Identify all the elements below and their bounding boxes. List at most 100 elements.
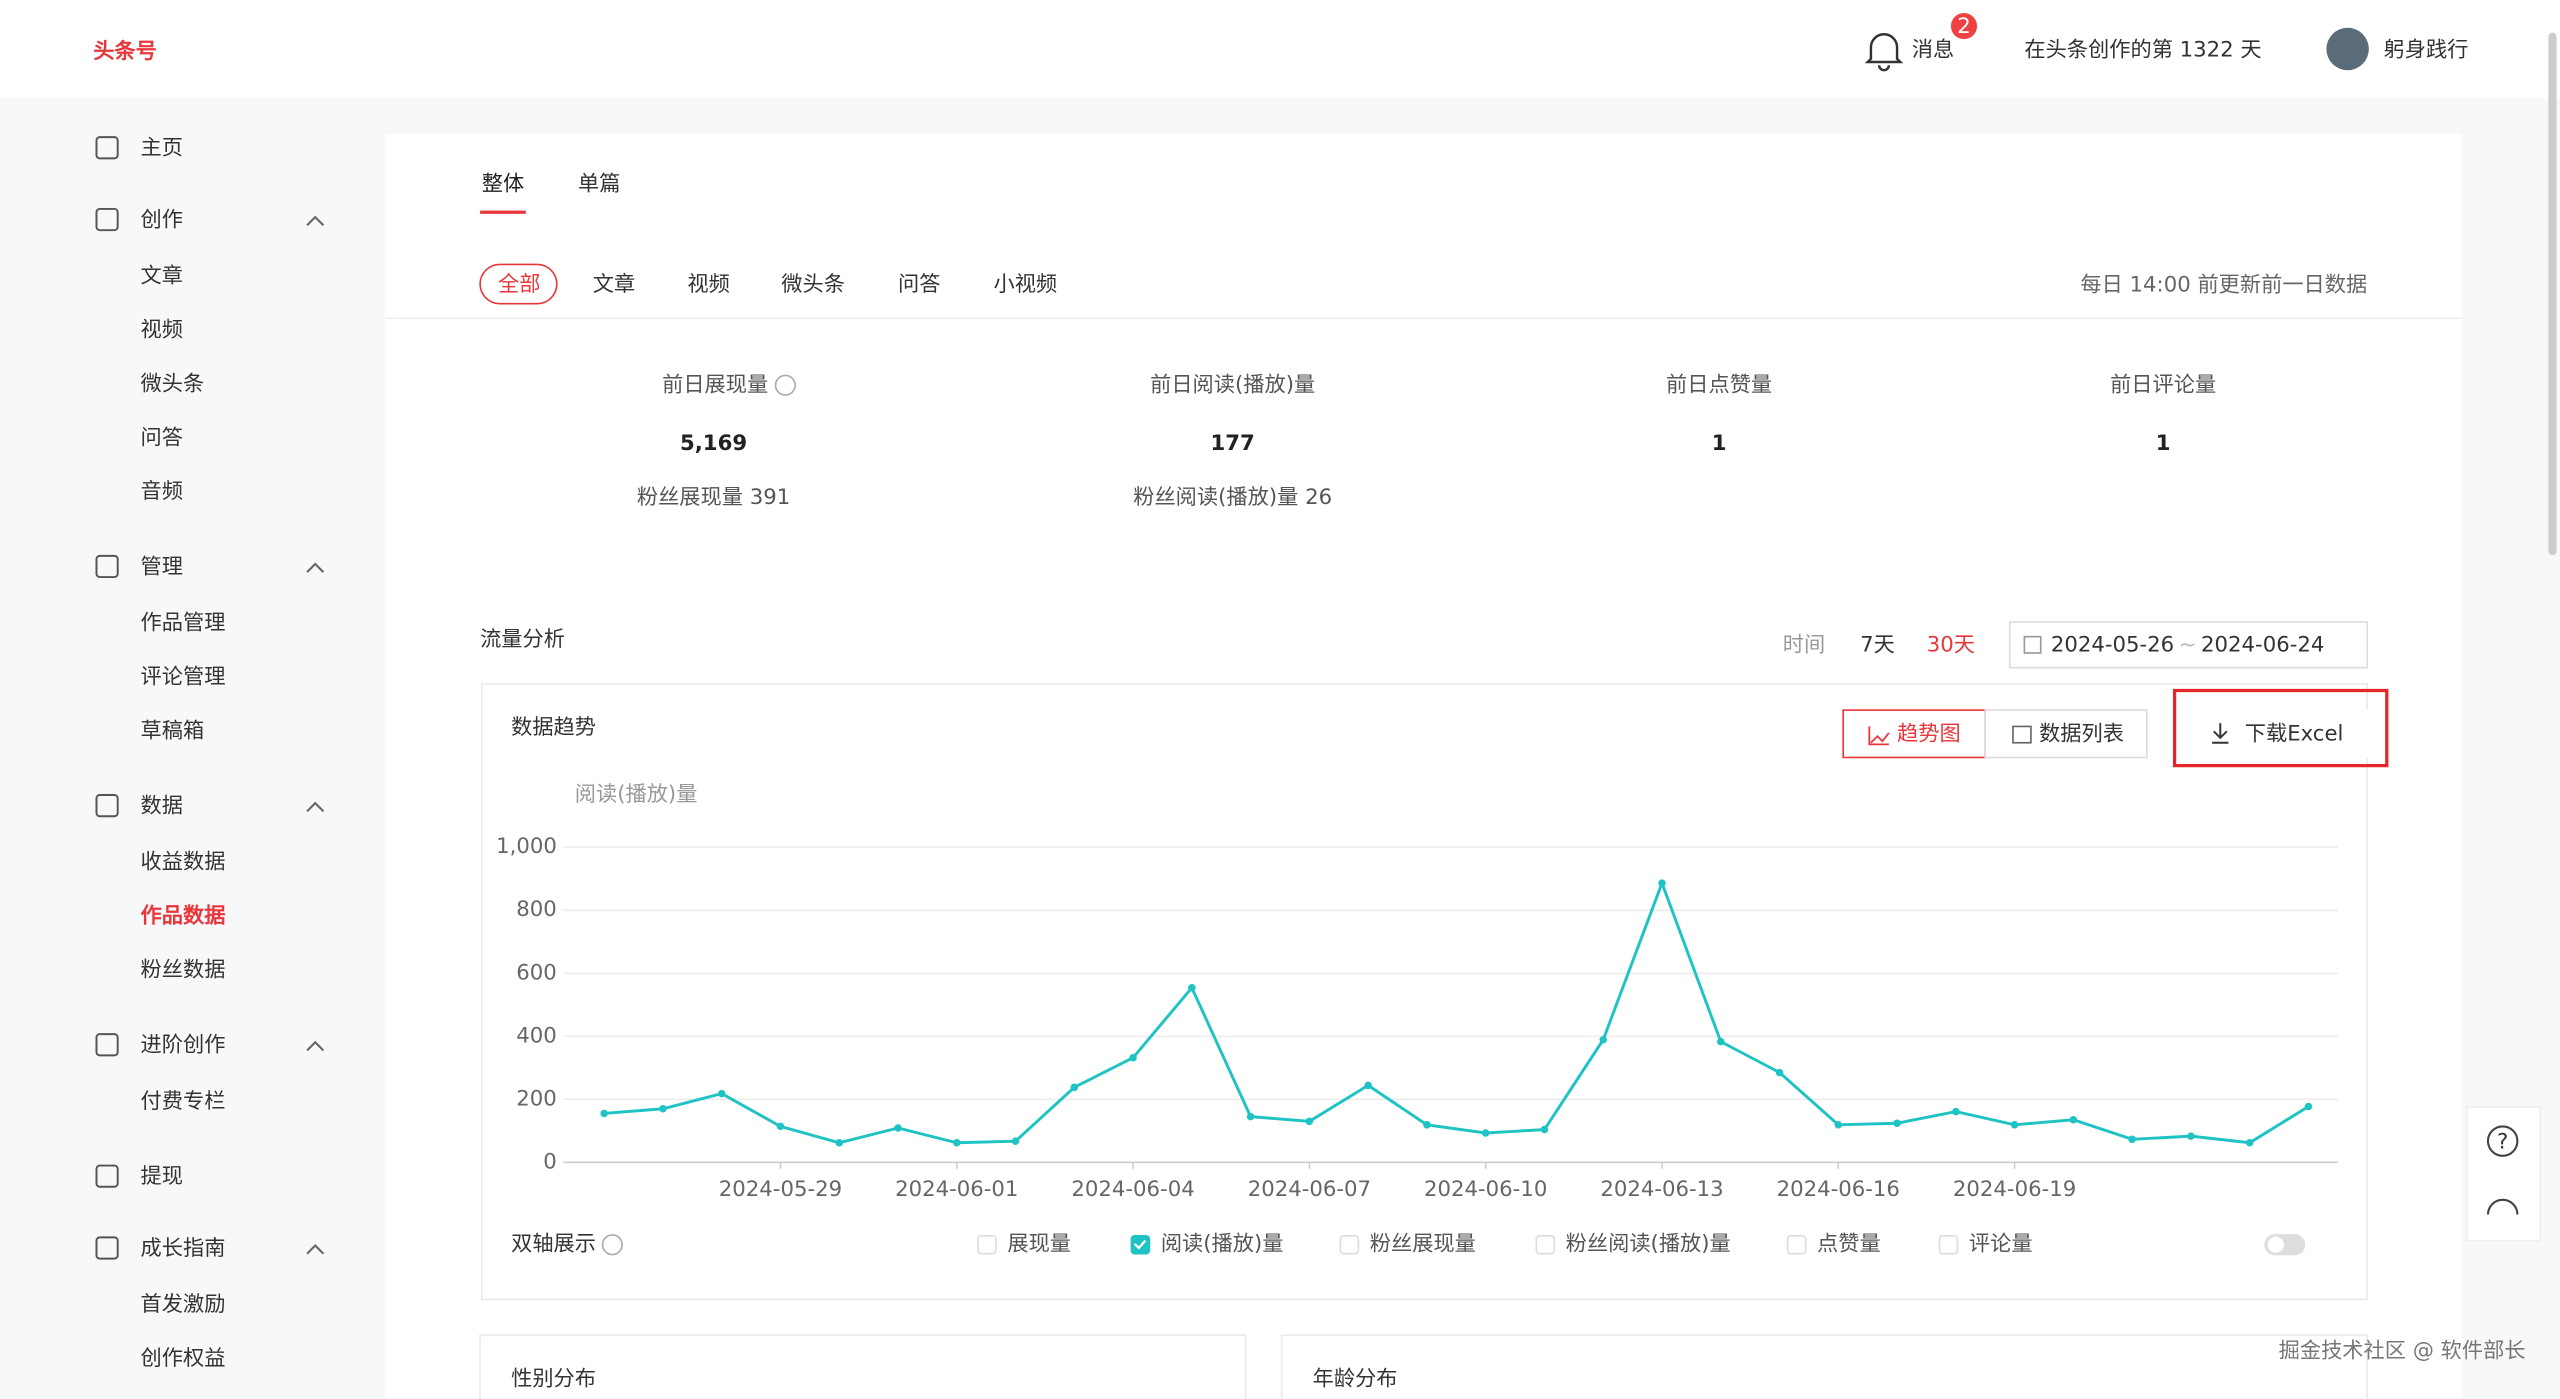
filter[interactable]: 文章 (593, 272, 635, 297)
data-point (1188, 983, 1196, 992)
help-glyph: ? (2497, 1130, 2508, 1155)
chevron[interactable] (306, 562, 325, 573)
nav-item[interactable]: 作品管理 (141, 611, 226, 636)
avatar[interactable] (2326, 27, 2369, 71)
toggle-knob (2267, 1236, 2284, 1253)
data-point (1599, 1035, 1607, 1044)
filter[interactable]: 微头条 (781, 272, 845, 297)
data-point (1011, 1137, 1020, 1145)
tab[interactable]: 整体 (482, 171, 524, 196)
nav-item[interactable]: 付费专栏 (141, 1089, 226, 1114)
nav-item[interactable]: 作品数据 (141, 904, 226, 929)
info-icon (774, 374, 796, 396)
download-button[interactable] (2186, 709, 2377, 759)
help-icon[interactable] (2486, 1125, 2519, 1157)
top-bar (0, 0, 2560, 98)
x-tick-label: 2024-06-10 (1424, 1177, 1547, 1202)
nav-group[interactable]: 管理 (141, 554, 183, 579)
data-point (1717, 1037, 1725, 1046)
nav-item[interactable]: 音频 (141, 479, 183, 504)
filter-pill[interactable] (479, 263, 558, 305)
nav-item[interactable]: 收益数据 (141, 850, 226, 875)
nav-group[interactable]: 提现 (141, 1164, 183, 1189)
nav-item[interactable]: 粉丝数据 (141, 957, 226, 982)
stat-label: 前日展现量 (662, 372, 768, 397)
nav-item[interactable]: 草稿箱 (141, 718, 205, 743)
chevron[interactable] (306, 1244, 325, 1255)
data-point (1423, 1121, 1431, 1129)
data-point (1952, 1107, 1960, 1116)
x-tick-label: 2024-06-16 (1777, 1177, 1900, 1202)
bell-icon[interactable] (1864, 33, 1904, 72)
card-title: 性别分布 (511, 1366, 596, 1391)
messages[interactable]: 消息 (1912, 38, 1954, 63)
tab[interactable]: 单篇 (578, 171, 620, 196)
update-note: 每日 14:00 前更新前一日数据 (2080, 273, 2367, 298)
y-tick-label: 200 (516, 1086, 557, 1111)
data-point (894, 1124, 902, 1132)
checkbox[interactable] (1535, 1234, 1556, 1255)
nav-group[interactable]: 进阶创作 (141, 1033, 226, 1058)
data-point (2187, 1132, 2195, 1140)
service-icon[interactable] (2486, 1198, 2519, 1215)
nav-item[interactable]: 问答 (141, 425, 183, 450)
checkbox[interactable] (977, 1234, 997, 1255)
view-label: 数据列表 (2039, 722, 2124, 747)
time-label: 时间 (1783, 633, 1825, 658)
filter[interactable]: 小视频 (994, 272, 1058, 297)
nav-item[interactable]: 微头条 (141, 371, 205, 396)
nav-item[interactable]: 首发激励 (141, 1292, 226, 1317)
range[interactable]: 7天 (1860, 633, 1895, 658)
checkbox[interactable] (1786, 1234, 1807, 1255)
filter[interactable]: 视频 (687, 272, 729, 297)
nav-icon (95, 207, 119, 232)
badge-count: 2 (1957, 14, 1971, 39)
nav-icon (95, 1033, 119, 1057)
panel-title: 数据趋势 (511, 715, 596, 740)
nav-group[interactable]: 数据 (141, 793, 183, 818)
nav-item[interactable]: 评论管理 (141, 664, 226, 689)
nav-item[interactable]: 文章 (141, 264, 183, 289)
metric-label[interactable]: 阅读(播放)量 (1161, 1232, 1284, 1257)
date-box[interactable] (2008, 621, 2369, 669)
chevron[interactable] (306, 801, 325, 813)
tab-underline (480, 210, 526, 214)
nav-item[interactable]: 创作权益 (141, 1346, 226, 1371)
checkbox[interactable] (1938, 1234, 1959, 1255)
y-axis-label: 阅读(播放)量 (575, 782, 698, 807)
filter[interactable]: 问答 (898, 272, 940, 297)
nav-group[interactable]: 成长指南 (141, 1236, 226, 1261)
checkbox[interactable] (1339, 1234, 1360, 1255)
chevron[interactable] (306, 215, 325, 227)
metric-label[interactable]: 粉丝展现量 (1370, 1232, 1476, 1257)
nav-item[interactable]: 视频 (141, 318, 183, 343)
stat-value: 177 (1211, 431, 1255, 456)
y-tick-label: 400 (516, 1023, 557, 1048)
nav-icon (95, 1236, 119, 1260)
trend-icon (1868, 726, 1890, 746)
data-point (1305, 1117, 1314, 1126)
metric-label[interactable]: 粉丝阅读(播放)量 (1566, 1232, 1731, 1257)
user-name[interactable]: 躬身践行 (2384, 38, 2469, 63)
card (1280, 1334, 2369, 1399)
logo: 头条号 (93, 38, 157, 64)
metric-label[interactable]: 展现量 (1007, 1232, 1071, 1257)
chevron[interactable] (306, 1040, 325, 1052)
data-point (1658, 879, 1666, 887)
range[interactable]: 30天 (1927, 633, 1975, 658)
series-line (604, 878, 2310, 1145)
metric-label[interactable]: 评论量 (1969, 1232, 2033, 1257)
view-button[interactable] (1842, 709, 1987, 759)
nav-group[interactable]: 创作 (141, 207, 183, 232)
data-point (717, 1089, 726, 1098)
badge (1950, 13, 1978, 40)
nav-group[interactable]: 主页 (141, 136, 183, 161)
table-icon (2012, 725, 2032, 744)
checkmark (1133, 1239, 1147, 1250)
data-point (1246, 1112, 1255, 1121)
stat-value: 1 (2156, 431, 2171, 456)
metric-label[interactable]: 点赞量 (1817, 1232, 1881, 1257)
y-tick-label: 600 (516, 960, 557, 985)
filter[interactable]: 全部 (498, 272, 540, 297)
info-icon (601, 1234, 623, 1256)
